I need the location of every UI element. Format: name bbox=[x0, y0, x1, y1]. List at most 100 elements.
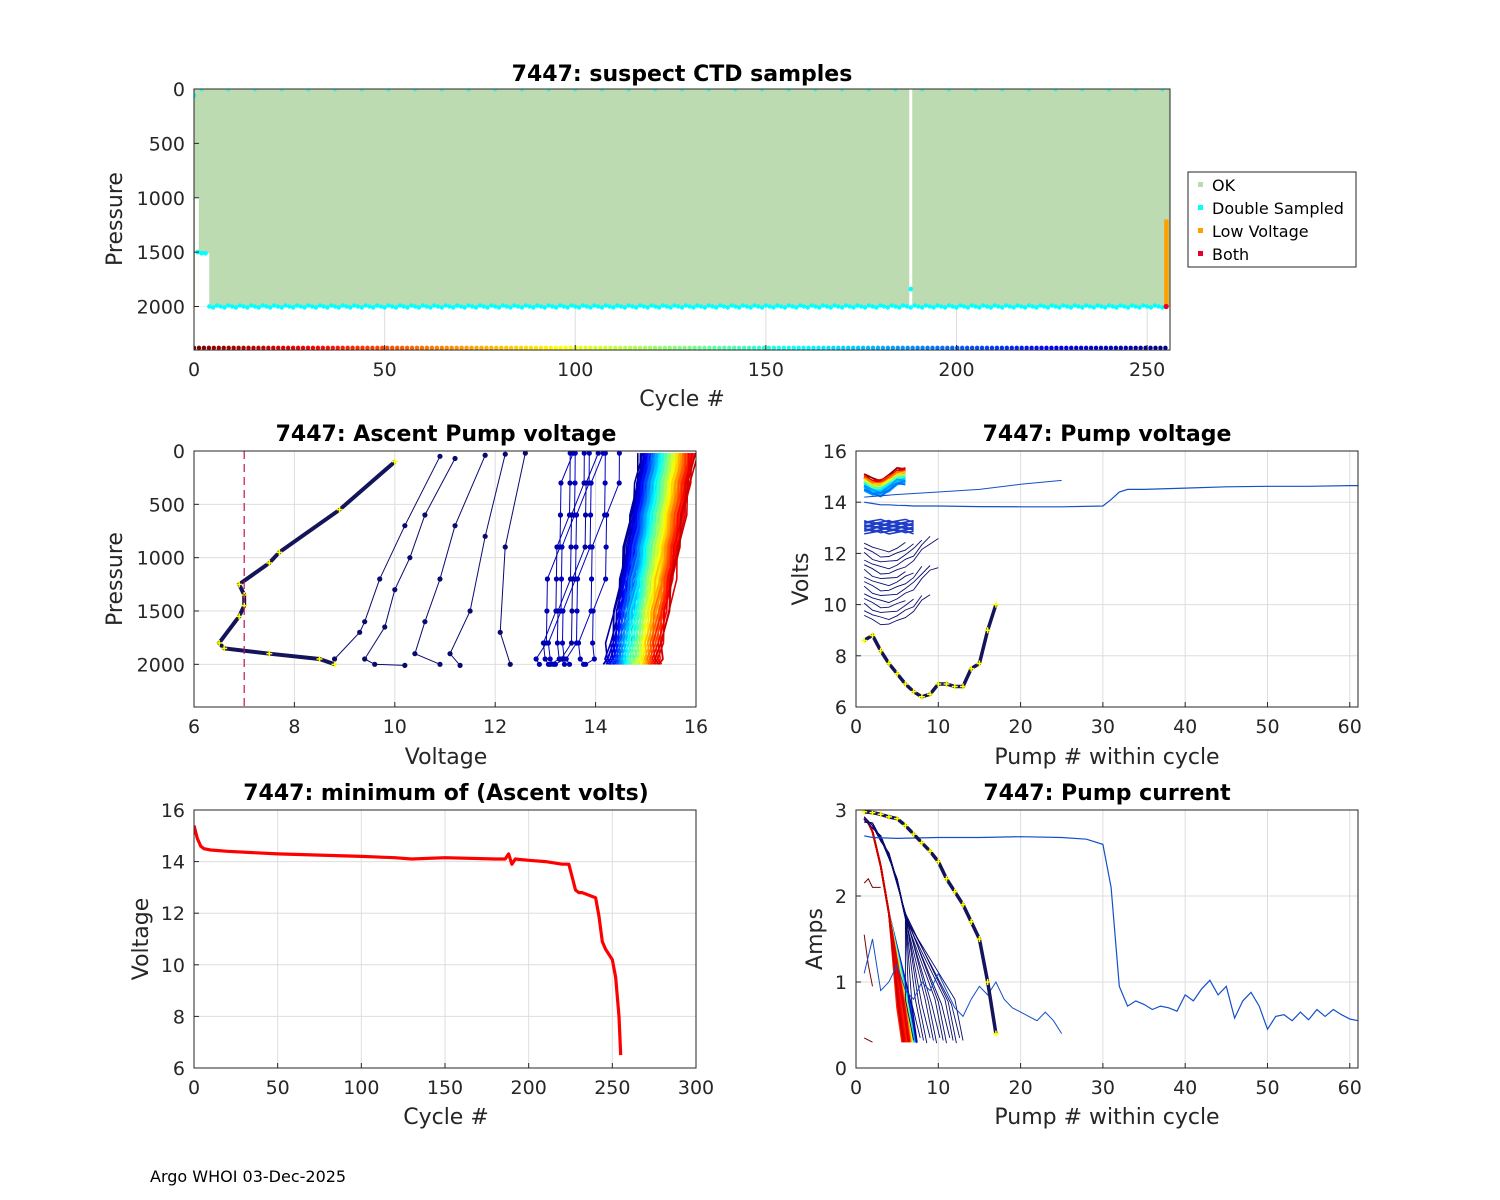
double-sampled-point bbox=[691, 305, 696, 310]
pump-voltage-last-cycle-marker bbox=[951, 683, 958, 690]
ascent-sample-point bbox=[568, 544, 574, 550]
cycle-color-marker bbox=[900, 345, 905, 350]
double-sampled-point bbox=[280, 89, 284, 92]
cycle-color-marker bbox=[429, 345, 435, 350]
pump-voltage-line bbox=[864, 594, 931, 626]
low-voltage-samples bbox=[1164, 219, 1169, 307]
ascent-last-profile-marker bbox=[276, 549, 283, 556]
ascent-sample-point bbox=[569, 576, 576, 582]
cycle-color-marker bbox=[390, 345, 395, 350]
double-sampled-point bbox=[927, 304, 933, 309]
double-sampled-point bbox=[1072, 303, 1077, 308]
pump-voltage-line bbox=[863, 565, 931, 596]
ascent-sample-point bbox=[616, 480, 622, 486]
double-sampled-point bbox=[386, 89, 391, 92]
double-sampled-point bbox=[698, 304, 704, 309]
double-sampled-point bbox=[523, 303, 528, 308]
pump-voltage-line bbox=[863, 568, 906, 580]
legend-marker-double-sampled bbox=[1198, 205, 1203, 210]
double-sampled-point bbox=[916, 304, 921, 309]
minvolt-ytick-label: 14 bbox=[161, 852, 185, 874]
double-sampled-point bbox=[942, 305, 948, 310]
cycle-color-marker bbox=[930, 345, 935, 350]
double-sampled-point bbox=[500, 303, 506, 308]
ascent-sample-point bbox=[402, 523, 408, 529]
double-sampled-point bbox=[965, 305, 971, 310]
double-sampled-point bbox=[508, 305, 513, 310]
ascent-last-profile-marker bbox=[236, 613, 243, 620]
double-sampled-point bbox=[466, 89, 471, 92]
double-sampled-point bbox=[881, 304, 887, 309]
pump-voltage-line bbox=[864, 528, 914, 534]
double-sampled-point bbox=[470, 304, 475, 309]
cycle-color-marker bbox=[603, 345, 608, 350]
pump-voltage-last-cycle-marker bbox=[869, 632, 876, 639]
cycle-color-marker bbox=[801, 345, 806, 350]
ascent-sample-point bbox=[547, 661, 554, 667]
ascent-sample-point bbox=[558, 656, 564, 662]
pumpcurrent-axes-box bbox=[855, 809, 1359, 1069]
cycle-color-marker bbox=[518, 345, 524, 350]
ascent-sample-point bbox=[467, 608, 473, 614]
double-sampled-point bbox=[378, 304, 384, 309]
ascent-sample-point bbox=[572, 480, 578, 486]
double-sampled-point bbox=[672, 303, 677, 308]
ascent-sample-point bbox=[544, 608, 550, 614]
double-sampled-point bbox=[939, 304, 944, 309]
pump-voltage-last-cycle-marker bbox=[894, 670, 901, 677]
ascent-sample-point bbox=[554, 640, 561, 646]
ascent-sample-point bbox=[587, 512, 594, 518]
double-sampled-point bbox=[1041, 304, 1047, 309]
cycle-color-marker bbox=[395, 345, 400, 350]
ascent-last-profile-marker bbox=[336, 506, 343, 513]
cycle-color-marker bbox=[761, 345, 767, 350]
cycle-color-marker bbox=[1118, 345, 1124, 350]
cycle-color-marker bbox=[221, 345, 226, 350]
double-sampled-point bbox=[627, 89, 631, 92]
cycle-color-marker bbox=[300, 345, 306, 350]
cycle-color-marker bbox=[1059, 345, 1064, 350]
double-sampled-point bbox=[637, 303, 643, 308]
cycle-color-marker bbox=[1148, 345, 1153, 350]
cycle-color-marker bbox=[1128, 345, 1133, 350]
cycle-color-marker bbox=[682, 345, 687, 350]
double-sampled-point bbox=[885, 305, 891, 310]
double-sampled-point bbox=[969, 303, 974, 308]
cycle-color-marker bbox=[399, 345, 405, 350]
ascent-sample-point bbox=[422, 512, 428, 518]
double-sampled-point bbox=[683, 303, 689, 308]
pump-voltage-line bbox=[864, 538, 939, 575]
pumpvolt-ytick-label: 14 bbox=[823, 492, 847, 514]
minvolt-xtick-label: 0 bbox=[188, 1077, 200, 1099]
double-sampled-point bbox=[786, 303, 791, 308]
double-sampled-point bbox=[1003, 303, 1009, 308]
double-sampled-point bbox=[1106, 303, 1112, 308]
cycle-color-marker bbox=[618, 345, 623, 350]
double-sampled-point bbox=[977, 305, 982, 310]
ascent-sample-point bbox=[422, 619, 428, 625]
ascent-sample-point bbox=[542, 656, 548, 662]
double-sampled-point bbox=[462, 305, 467, 310]
pumpvolt-xtick-label: 40 bbox=[1173, 716, 1197, 738]
double-sampled-point bbox=[420, 303, 425, 308]
double-sampled-point bbox=[306, 89, 310, 92]
double-sampled-point bbox=[790, 304, 795, 309]
double-sampled-point bbox=[858, 304, 864, 309]
ascent-sample-point bbox=[557, 512, 564, 518]
minvolt-xtick-label: 300 bbox=[678, 1077, 714, 1099]
ascent-sample-point bbox=[603, 576, 609, 582]
pumpvolt-data bbox=[861, 466, 1358, 700]
cycle-color-marker bbox=[528, 345, 534, 350]
double-sampled-point bbox=[1019, 304, 1024, 309]
ascent-sample-point bbox=[558, 480, 564, 486]
double-sampled-point bbox=[1000, 305, 1005, 310]
ascent-xtick-label: 10 bbox=[383, 716, 407, 738]
minvolt-ticks: 0 50 100 150 200 250 300 6 8 10 12 14 16 bbox=[161, 800, 714, 1099]
double-sampled-point bbox=[443, 303, 448, 308]
cycle-color-marker bbox=[310, 345, 316, 350]
cycle-color-marker bbox=[231, 345, 236, 350]
pumpvolt-xtick-label: 20 bbox=[1008, 716, 1032, 738]
cycle-color-marker bbox=[454, 345, 459, 350]
cycle-color-marker bbox=[434, 345, 440, 350]
ascent-sample-point bbox=[540, 640, 546, 646]
